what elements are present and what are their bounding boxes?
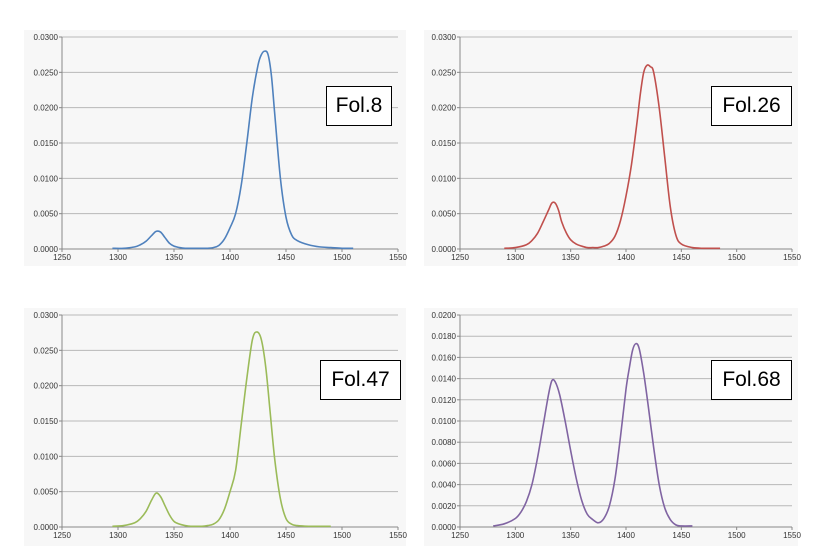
chart-panel-1 [24,30,406,266]
x-tick-label: 1500 [728,253,746,262]
series-line [493,342,693,527]
x-tick-label: 1250 [53,531,71,540]
y-tick-label: 0.0000 [34,245,59,254]
y-tick-label: 0.0100 [432,174,457,183]
x-tick-label: 1400 [221,253,239,262]
x-tick-label: 1550 [389,253,407,262]
y-tick-label: 0.0200 [34,104,59,113]
y-tick-label: 0.0300 [432,33,457,42]
y-tick-label: 0.0050 [34,488,59,497]
y-tick-label: 0.0150 [34,417,59,426]
chart-label-fol-68: Fol.68 [711,360,792,400]
x-tick-label: 1350 [165,531,183,540]
y-tick-label: 0.0100 [34,452,59,461]
y-tick-label: 0.0150 [34,139,59,148]
x-tick-label: 1450 [277,253,295,262]
y-tick-label: 0.0000 [432,523,457,532]
y-tick-label: 0.0080 [432,438,457,447]
y-tick-label: 0.0000 [34,523,59,532]
y-tick-label: 0.0020 [432,502,457,511]
x-tick-label: 1400 [221,531,239,540]
y-tick-label: 0.0040 [432,481,457,490]
y-tick-label: 0.0300 [34,33,59,42]
y-tick-label: 0.0200 [34,382,59,391]
x-tick-label: 1350 [165,253,183,262]
x-tick-label: 1250 [451,531,469,540]
x-tick-label: 1350 [562,253,580,262]
series-line [112,331,331,528]
x-tick-label: 1300 [506,531,524,540]
x-tick-label: 1350 [562,531,580,540]
x-tick-label: 1450 [672,253,690,262]
y-tick-label: 0.0160 [432,353,457,362]
y-tick-label: 0.0060 [432,459,457,468]
chart-label-fol-47: Fol.47 [320,360,401,400]
chart-label-fol-8: Fol.8 [326,86,392,126]
chart-label-fol-26: Fol.26 [711,86,792,126]
x-tick-label: 1300 [506,253,524,262]
y-tick-label: 0.0050 [34,210,59,219]
series-line [112,50,354,250]
x-tick-label: 1550 [389,531,407,540]
y-tick-label: 0.0250 [432,68,457,77]
x-tick-label: 1500 [728,531,746,540]
y-tick-label: 0.0120 [432,396,457,405]
y-tick-label: 0.0200 [432,311,457,320]
y-tick-label: 0.0300 [34,311,59,320]
x-tick-label: 1300 [109,531,127,540]
x-tick-label: 1450 [672,531,690,540]
y-tick-label: 0.0140 [432,375,457,384]
chart-panel-3 [24,308,406,546]
x-tick-label: 1400 [617,531,635,540]
x-tick-label: 1300 [109,253,127,262]
chart-panel-4 [424,308,798,546]
x-tick-label: 1450 [277,531,295,540]
series-line [504,64,721,250]
y-tick-label: 0.0150 [432,139,457,148]
y-tick-label: 0.0250 [34,68,59,77]
x-tick-label: 1250 [451,253,469,262]
y-tick-label: 0.0180 [432,332,457,341]
y-tick-label: 0.0050 [432,210,457,219]
y-tick-label: 0.0200 [432,104,457,113]
y-tick-label: 0.0100 [432,417,457,426]
x-tick-label: 1400 [617,253,635,262]
x-tick-label: 1550 [783,531,801,540]
y-tick-label: 0.0250 [34,346,59,355]
x-tick-label: 1500 [333,531,351,540]
x-tick-label: 1250 [53,253,71,262]
x-tick-label: 1550 [783,253,801,262]
y-tick-label: 0.0000 [432,245,457,254]
y-tick-label: 0.0100 [34,174,59,183]
chart-panel-2 [424,30,798,266]
x-tick-label: 1500 [333,253,351,262]
